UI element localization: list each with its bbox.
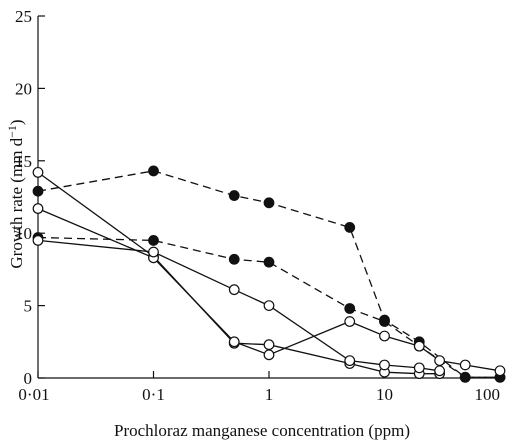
filled-data-point — [344, 303, 356, 314]
series-4 — [32, 203, 506, 377]
open-data-point — [228, 284, 240, 296]
filled-data-point — [228, 253, 240, 265]
filled-data-point — [379, 316, 390, 327]
open-data-point — [263, 300, 275, 312]
x-tick-label: 10 — [376, 385, 393, 404]
filled-data-point — [32, 185, 44, 197]
y-tick-label: 10 — [15, 224, 32, 243]
y-tick-label: 0 — [24, 369, 33, 388]
filled-data-point — [459, 371, 471, 383]
series-line — [37, 170, 500, 378]
series-layer — [32, 165, 506, 383]
open-data-point — [263, 349, 275, 361]
x-tick-label: 100 — [475, 385, 501, 404]
x-tick-label: 0·1 — [142, 385, 165, 404]
open-data-point — [32, 166, 44, 178]
open-data-point — [228, 336, 240, 348]
open-data-point — [413, 362, 425, 374]
x-axis-title: Prochloraz manganese concentration (ppm) — [114, 421, 410, 440]
open-data-point — [379, 359, 390, 371]
series-line — [37, 239, 440, 372]
open-data-point — [434, 355, 446, 367]
y-tick-label: 5 — [24, 297, 33, 316]
y-axis-title: Growth rate (mm d−1) — [5, 119, 26, 268]
y-axis-title-main: Growth rate (mm d — [7, 137, 26, 268]
open-data-point — [263, 339, 275, 351]
y-axis-title-sup: −1 — [5, 125, 19, 138]
open-data-point — [344, 316, 356, 327]
filled-data-point — [148, 165, 159, 177]
filled-data-point — [263, 197, 275, 209]
open-data-point — [494, 365, 506, 377]
ticks: 0·01 0·1 1 10 100 0 5 10 15 20 25 — [15, 7, 501, 404]
open-data-point — [344, 355, 356, 367]
open-data-point — [434, 365, 446, 377]
series-3 — [32, 166, 446, 380]
y-tick-label: 25 — [15, 7, 32, 26]
x-tick-label: 0·01 — [18, 385, 49, 404]
y-tick-label: 20 — [15, 79, 32, 98]
y-tick-label: 15 — [15, 152, 32, 171]
series-5 — [32, 235, 446, 377]
open-data-point — [459, 359, 471, 371]
axes — [37, 16, 502, 379]
x-tick-label: 1 — [265, 385, 274, 404]
filled-data-point — [148, 235, 159, 246]
series-line — [37, 208, 501, 372]
open-data-point — [413, 340, 425, 352]
filled-data-point — [228, 190, 240, 201]
y-axis-title-close: ) — [7, 119, 26, 125]
open-data-point — [148, 246, 159, 258]
open-data-point — [32, 235, 44, 246]
filled-data-point — [344, 222, 356, 233]
open-data-point — [32, 203, 44, 214]
open-data-point — [379, 330, 390, 342]
filled-data-point — [263, 256, 275, 268]
